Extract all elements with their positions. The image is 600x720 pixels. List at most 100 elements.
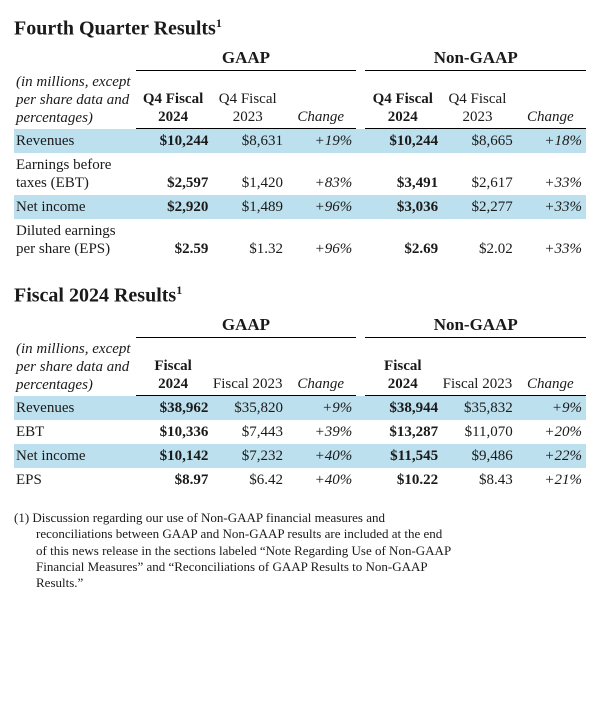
cell: +21% [515,468,586,492]
hdr-q4-2024-b: Q4 Fiscal 2024 [365,71,440,129]
cell: $1.32 [210,219,285,261]
cell: EBT [14,420,136,444]
cell: $10,244 [365,129,440,154]
cell: $8,665 [440,129,515,154]
hdr-cur-a: Fiscal 2024 [136,338,211,396]
hdr-q4-2023-b: Q4 Fiscal 2023 [440,71,515,129]
hdr-prev-b: Fiscal 2023 [440,338,515,396]
footnote: (1) Discussion regarding our use of Non-… [14,510,456,591]
title-sup: 1 [176,283,182,297]
cell: $2,617 [440,153,515,195]
hdr-q4-2023-a: Q4 Fiscal 2023 [210,71,285,129]
cell: +20% [515,420,586,444]
table-row: Diluted earnings per share (EPS)$2.59$1.… [14,219,586,261]
hdr-prev-a: Fiscal 2023 [210,338,285,396]
cell: $8.97 [136,468,211,492]
cell: $2,597 [136,153,211,195]
title-text: Fiscal 2024 Results [14,285,176,307]
table2-note: (in millions, except per share data and … [16,341,131,393]
cell: +40% [285,468,356,492]
cell: $2.59 [136,219,211,261]
table2-body: Revenues$38,962$35,820+9%$38,944$35,832+… [14,396,586,493]
table1-body: Revenues$10,244$8,631+19%$10,244$8,665+1… [14,129,586,262]
cell: $11,070 [440,420,515,444]
cell: Revenues [14,129,136,154]
cell: $9,486 [440,444,515,468]
cell: $10,142 [136,444,211,468]
group-nongaap: Non-GAAP [365,314,586,338]
group-nongaap: Non-GAAP [365,47,586,71]
cell: $10,244 [136,129,211,154]
cell: +9% [515,396,586,421]
title-sup: 1 [216,16,222,30]
cell: $8.43 [440,468,515,492]
cell: +83% [285,153,356,195]
table-row: EPS$8.97$6.42+40% $10.22$8.43+21% [14,468,586,492]
table-row: Revenues$10,244$8,631+19%$10,244$8,665+1… [14,129,586,154]
cell: $6.42 [210,468,285,492]
table-row: EBT$10,336$7,443+39%$13,287$11,070+20% [14,420,586,444]
hdr-q4-2024-a: Q4 Fiscal 2024 [136,71,211,129]
cell: +19% [285,129,356,154]
hdr-change-a: Change [285,338,356,396]
cell: $3,491 [365,153,440,195]
cell: $7,443 [210,420,285,444]
cell: +33% [515,153,586,195]
cell: Diluted earnings per share (EPS) [14,219,136,261]
cell: Revenues [14,396,136,421]
cell: $3,036 [365,195,440,219]
cell: Net income [14,444,136,468]
cell: $10.22 [365,468,440,492]
cell [356,444,365,468]
table2: GAAP Non-GAAP (in millions, except per s… [14,314,586,492]
cell: EPS [14,468,136,492]
table-row: Revenues$38,962$35,820+9%$38,944$35,832+… [14,396,586,421]
cell: $11,545 [365,444,440,468]
cell: $8,631 [210,129,285,154]
table1-note: (in millions, except per share data and … [16,74,131,126]
cell: +96% [285,219,356,261]
hdr-change-b: Change [515,338,586,396]
cell: $7,232 [210,444,285,468]
cell [356,468,365,492]
cell: $2,920 [136,195,211,219]
table-row: Net income$10,142$7,232+40% $11,545$9,486… [14,444,586,468]
hdr-change-b: Change [515,71,586,129]
cell: +33% [515,195,586,219]
group-gaap: GAAP [136,314,357,338]
cell [356,420,365,444]
cell: +22% [515,444,586,468]
table1-title: Fourth Quarter Results1 [14,16,586,41]
cell [356,219,365,261]
cell: $35,820 [210,396,285,421]
cell: +96% [285,195,356,219]
hdr-change-a: Change [285,71,356,129]
cell: Net income [14,195,136,219]
group-gaap: GAAP [136,47,357,71]
cell: $10,336 [136,420,211,444]
title-text: Fourth Quarter Results [14,18,216,40]
cell: $2,277 [440,195,515,219]
cell [356,129,365,154]
cell: $38,962 [136,396,211,421]
cell: +18% [515,129,586,154]
cell: +9% [285,396,356,421]
cell: $2.02 [440,219,515,261]
cell: $1,420 [210,153,285,195]
table-row: Net income$2,920$1,489+96% $3,036$2,277+3… [14,195,586,219]
cell: $2.69 [365,219,440,261]
cell: +33% [515,219,586,261]
cell: $13,287 [365,420,440,444]
cell: $1,489 [210,195,285,219]
hdr-cur-b: Fiscal 2024 [365,338,440,396]
cell [356,153,365,195]
cell: +40% [285,444,356,468]
cell [356,195,365,219]
cell: Earnings before taxes (EBT) [14,153,136,195]
table-row: Earnings before taxes (EBT)$2,597$1,420+… [14,153,586,195]
cell [356,396,365,421]
table2-title: Fiscal 2024 Results1 [14,283,586,308]
cell: $38,944 [365,396,440,421]
table1: GAAP Non-GAAP (in millions, except per s… [14,47,586,261]
cell: $35,832 [440,396,515,421]
